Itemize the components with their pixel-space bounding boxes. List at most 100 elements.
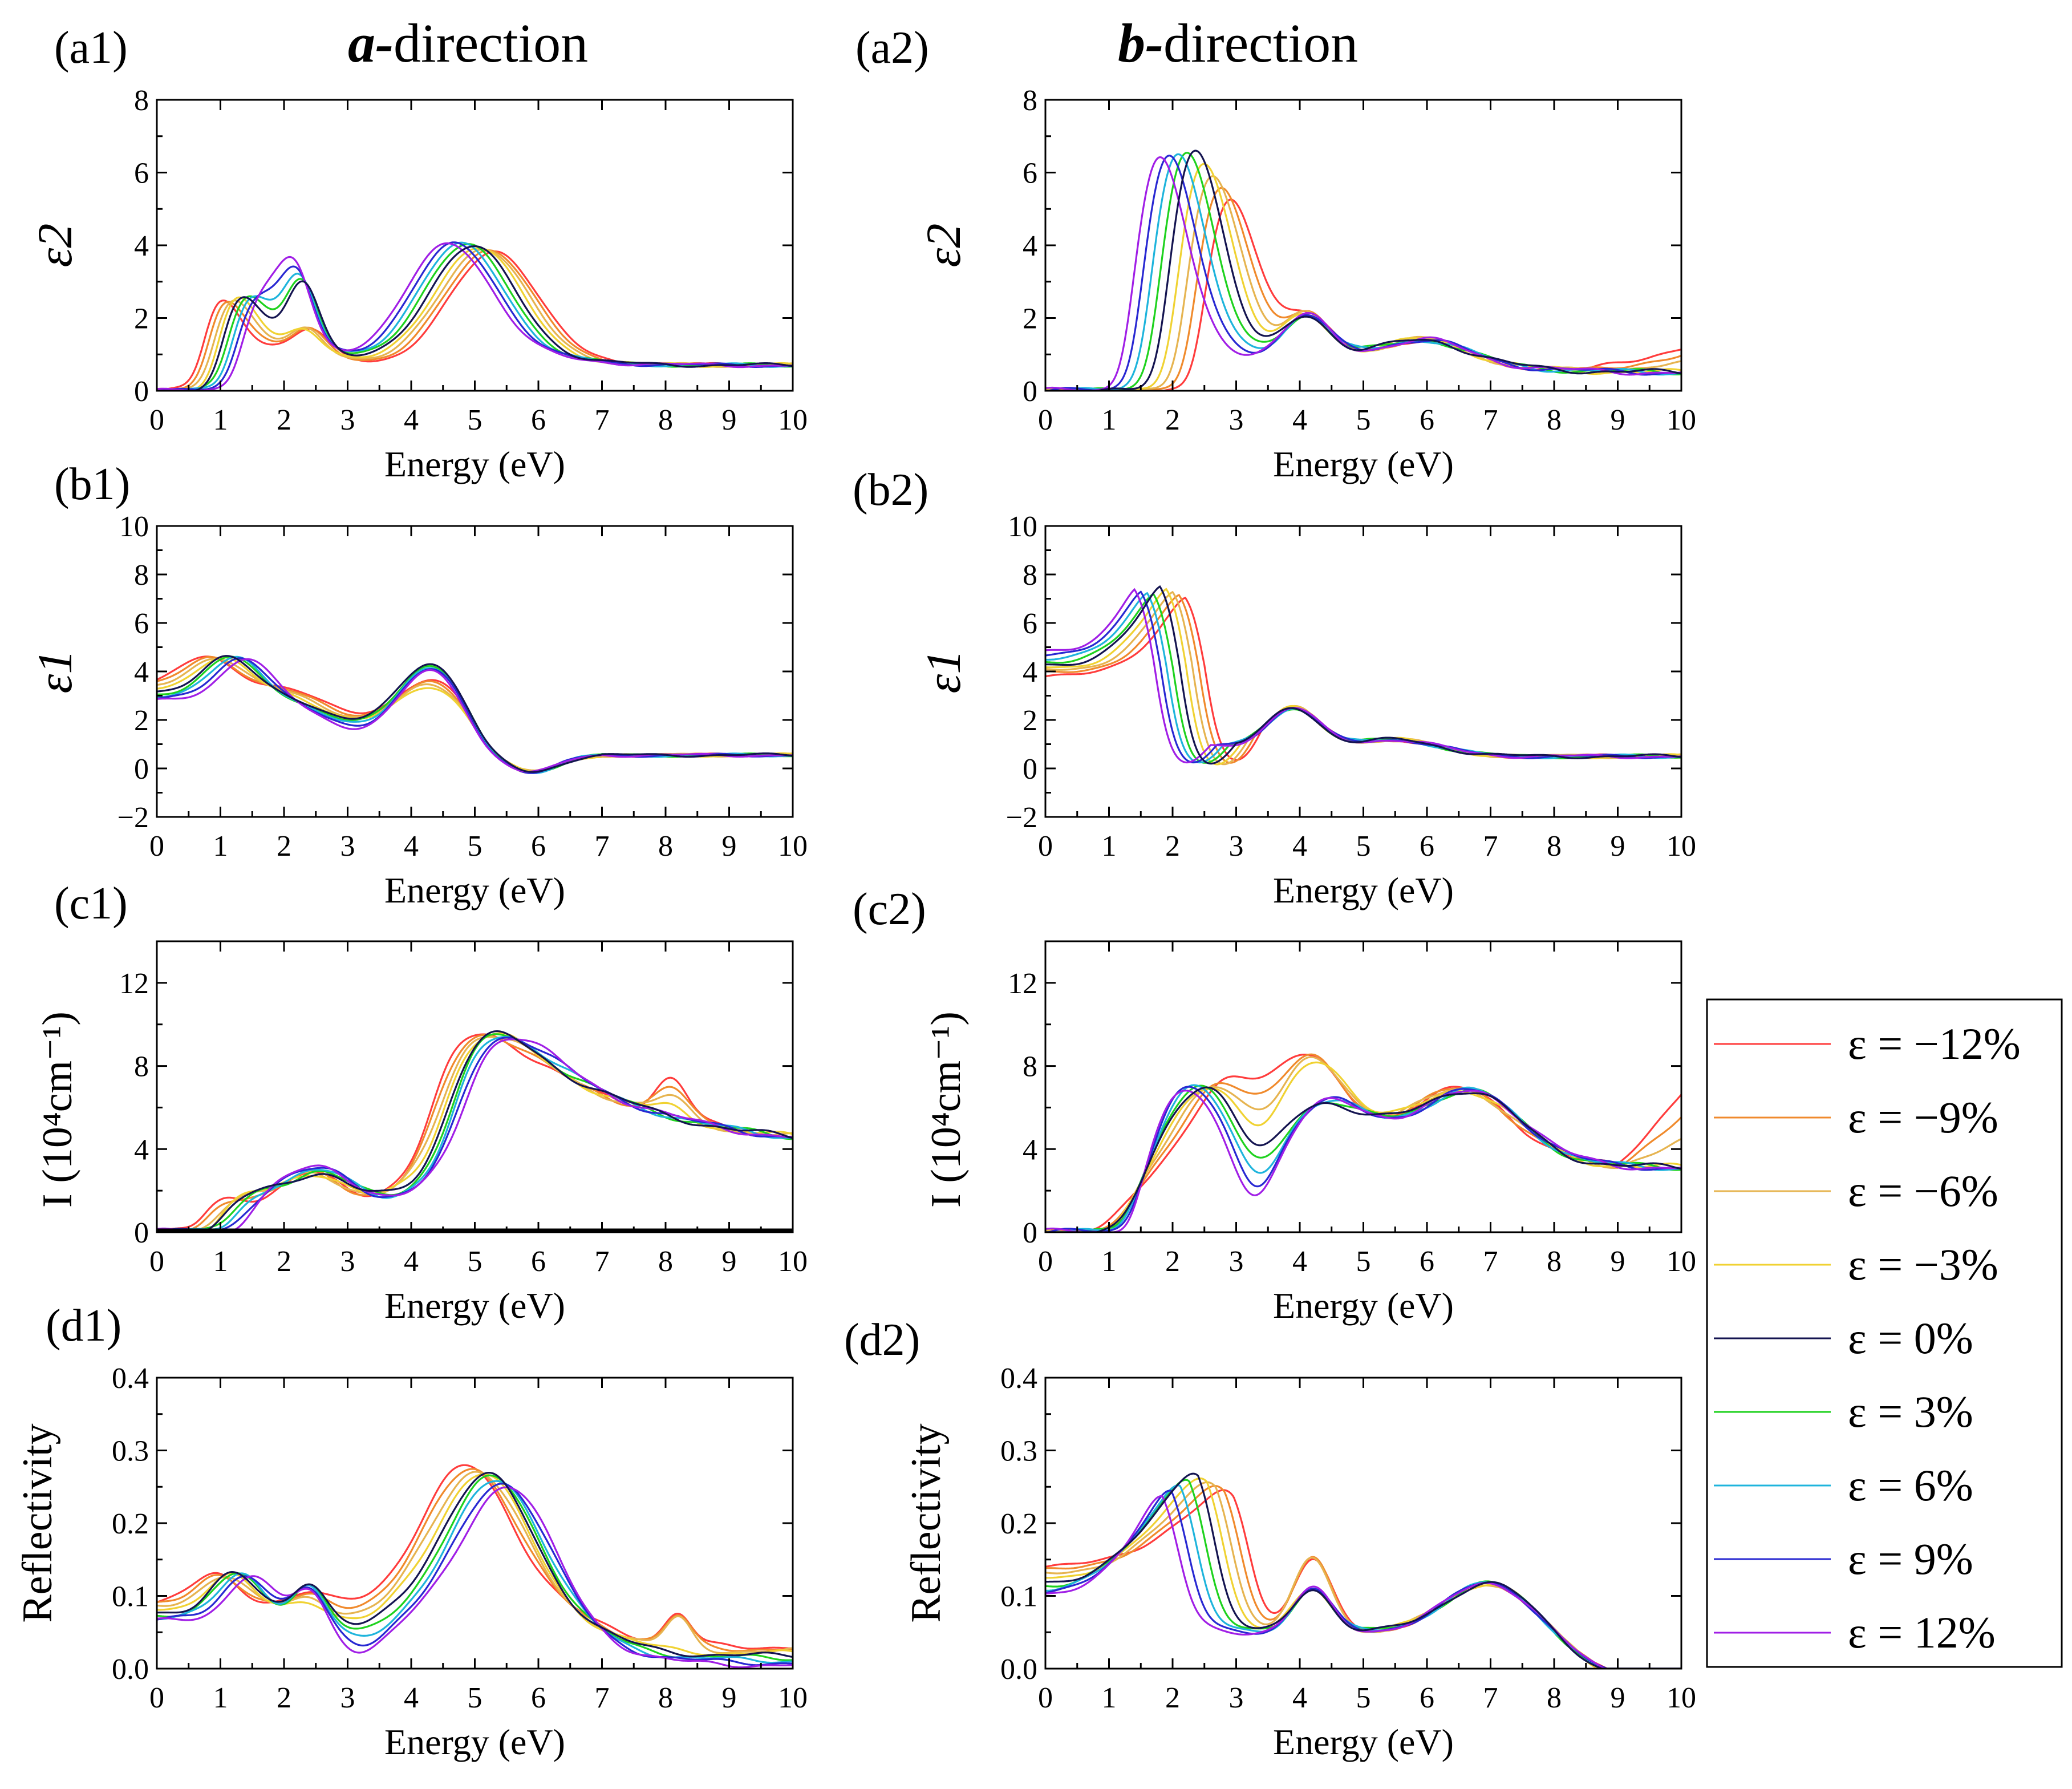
series-line-a1-8 <box>157 242 793 391</box>
x-tick-label-b2-10: 10 <box>1666 830 1696 863</box>
panel-label-c1: (c1) <box>54 879 128 929</box>
y-tick-label-d1-1: 0.1 <box>112 1581 149 1613</box>
x-tick-label-b2-2: 2 <box>1165 830 1180 863</box>
series-line-b2-5 <box>1045 593 1681 764</box>
panel-d2: 0 1 2 3 4 5 6 7 8 9 10 0.0 0.1 0.2 0.3 0.4 Energy (eV) (d… <box>844 1315 1696 1762</box>
y-tick-label-c2-0: 0 <box>1023 1217 1037 1249</box>
series-line-d2-3 <box>1045 1477 1681 1669</box>
x-tick-label-a1-6: 6 <box>531 404 546 436</box>
series-line-b2-3 <box>1045 588 1681 766</box>
y-tick-label-a1-1: 2 <box>134 303 149 335</box>
series-line-d1-1 <box>157 1468 793 1652</box>
x-tick-label-c2-3: 3 <box>1229 1245 1244 1278</box>
x-tick-label-c2-6: 6 <box>1420 1245 1434 1278</box>
series-line-d1-7 <box>157 1483 793 1666</box>
x-tick-label-a2-9: 9 <box>1611 404 1625 436</box>
series-line-c1-6 <box>157 1036 793 1232</box>
series-group-c2 <box>1045 1053 1681 1232</box>
x-tick-label-c2-4: 4 <box>1292 1245 1307 1278</box>
series-line-b2-8 <box>1045 588 1681 764</box>
x-tick-label-c1-7: 7 <box>595 1245 610 1278</box>
x-tick-label-d1-5: 5 <box>468 1682 482 1714</box>
x-tick-label-a2-5: 5 <box>1356 404 1371 436</box>
x-tick-label-c1-5: 5 <box>468 1245 482 1278</box>
series-line-d2-8 <box>1045 1495 1681 1669</box>
y-tick-label-b1-6: 10 <box>119 511 149 543</box>
x-tick-label-a1-1: 1 <box>213 404 228 436</box>
series-line-d1-8 <box>157 1486 793 1669</box>
x-tick-label-b2-6: 6 <box>1420 830 1434 863</box>
x-tick-label-a1-9: 9 <box>722 404 737 436</box>
title-b-direction: b-direction <box>1118 13 1358 74</box>
y-tick-label-c1-2: 8 <box>134 1051 149 1083</box>
y-tick-label-c1-1: 4 <box>134 1134 149 1166</box>
series-line-d2-0 <box>1045 1489 1681 1669</box>
x-tick-label-c2-0: 0 <box>1038 1245 1053 1278</box>
x-tick-label-d2-0: 0 <box>1038 1682 1053 1714</box>
x-tick-label-a1-5: 5 <box>468 404 482 436</box>
x-tick-label-c1-8: 8 <box>658 1245 673 1278</box>
series-line-c1-0 <box>157 1033 793 1232</box>
x-axis-label-d1: Energy (eV) <box>384 1722 565 1762</box>
y-axis-label-b2: ε1 <box>916 650 971 694</box>
y-tick-label-c1-3: 12 <box>119 968 149 1000</box>
x-tick-label-d1-3: 3 <box>340 1682 355 1714</box>
x-axis-label-a1: Energy (eV) <box>384 444 565 484</box>
x-tick-label-d2-9: 9 <box>1611 1682 1625 1714</box>
legend-label-2: ε = −6% <box>1848 1166 1998 1216</box>
x-axis-label-a2: Energy (eV) <box>1273 444 1454 484</box>
series-line-d1-4 <box>157 1472 793 1658</box>
y-tick-label-d2-2: 0.2 <box>1000 1508 1037 1540</box>
x-tick-label-b1-5: 5 <box>468 830 482 863</box>
y-tick-label-b1-2: 2 <box>134 705 149 737</box>
x-tick-label-a1-3: 3 <box>340 404 355 436</box>
panel-label-a2: (a2) <box>855 23 929 73</box>
x-tick-label-d1-9: 9 <box>722 1682 737 1714</box>
y-tick-label-b1-4: 6 <box>134 608 149 640</box>
x-axis-label-d2: Energy (eV) <box>1273 1722 1454 1762</box>
x-tick-label-b1-2: 2 <box>277 830 291 863</box>
series-line-d1-5 <box>157 1474 793 1661</box>
plot-frame-b2 <box>1044 525 1682 818</box>
x-tick-label-a2-10: 10 <box>1666 404 1696 436</box>
x-tick-label-d2-5: 5 <box>1356 1682 1371 1714</box>
y-axis-label-d2: Reflectivity <box>903 1423 950 1622</box>
y-tick-label-a2-4: 8 <box>1023 84 1037 117</box>
x-tick-label-d2-6: 6 <box>1420 1682 1434 1714</box>
legend-label-5: ε = 3% <box>1848 1387 1973 1436</box>
x-tick-label-b2-7: 7 <box>1483 830 1498 863</box>
series-line-d1-2 <box>157 1471 793 1654</box>
series-line-d2-7 <box>1045 1490 1681 1669</box>
x-tick-label-d1-7: 7 <box>595 1682 610 1714</box>
x-tick-label-b1-1: 1 <box>213 830 228 863</box>
y-tick-label-a1-0: 0 <box>134 375 149 408</box>
x-tick-label-b1-0: 0 <box>149 830 164 863</box>
x-tick-label-c1-3: 3 <box>340 1245 355 1278</box>
x-tick-label-a2-3: 3 <box>1229 404 1244 436</box>
y-tick-label-b2-1: 0 <box>1023 753 1037 786</box>
series-group-a1 <box>157 241 793 391</box>
x-tick-label-a1-0: 0 <box>149 404 164 436</box>
y-tick-label-d1-2: 0.2 <box>112 1508 149 1540</box>
x-tick-label-d1-1: 1 <box>213 1682 228 1714</box>
x-tick-label-d1-6: 6 <box>531 1682 546 1714</box>
y-tick-label-c2-3: 12 <box>1008 968 1037 1000</box>
panel-a1: 0 1 2 3 4 5 6 7 8 9 10 0 2 4 6 8 Energy (eV) (a1) ε2 <box>27 23 808 484</box>
series-line-b2-6 <box>1045 592 1681 764</box>
series-line-b2-4 <box>1045 585 1681 765</box>
x-tick-label-c2-2: 2 <box>1165 1245 1180 1278</box>
series-line-d2-6 <box>1045 1484 1681 1669</box>
panel-label-c2: (c2) <box>853 884 926 934</box>
y-tick-label-d1-3: 0.3 <box>112 1435 149 1468</box>
series-group-a2 <box>1045 149 1681 391</box>
series-line-d1-0 <box>157 1464 793 1650</box>
legend-label-8: ε = 12% <box>1848 1608 1996 1657</box>
x-tick-label-a1-10: 10 <box>778 404 808 436</box>
x-tick-label-b1-10: 10 <box>778 830 808 863</box>
x-tick-label-d2-10: 10 <box>1666 1682 1696 1714</box>
x-tick-label-a1-4: 4 <box>404 404 419 436</box>
x-tick-label-b1-4: 4 <box>404 830 419 863</box>
series-line-c2-2 <box>1045 1056 1681 1232</box>
